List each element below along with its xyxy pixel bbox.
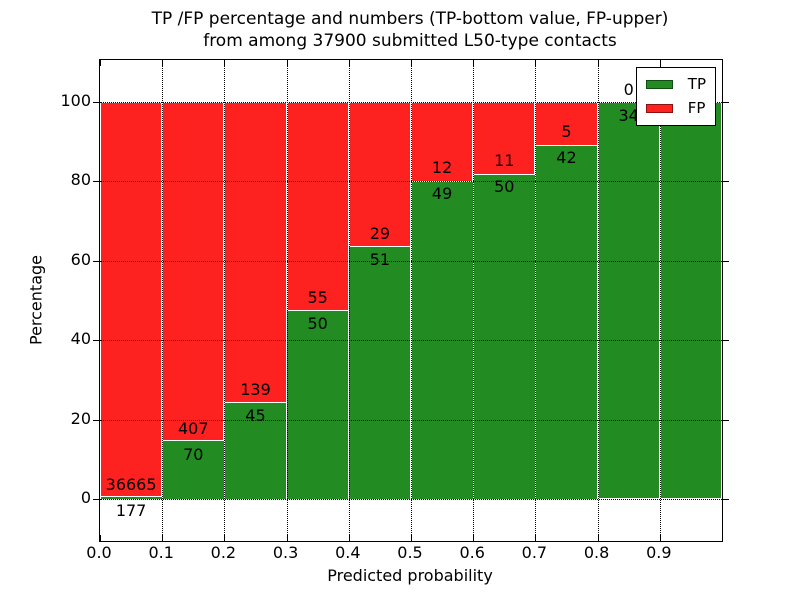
x-axis-label: Predicted probability bbox=[327, 566, 493, 585]
y-tick-label: 0 bbox=[80, 488, 91, 508]
x-tick bbox=[411, 535, 412, 541]
y-tick bbox=[93, 101, 99, 103]
x-tick bbox=[348, 60, 350, 66]
y-tick-label: 60 bbox=[70, 249, 91, 269]
legend-entry-fp: FP bbox=[645, 99, 706, 117]
bar-0.8-0.9 bbox=[597, 101, 660, 500]
legend: TP FP bbox=[635, 67, 716, 126]
x-tick bbox=[597, 535, 599, 541]
x-tick-label: 0.9 bbox=[646, 543, 672, 562]
x-tick bbox=[659, 535, 661, 541]
y-tick-label: 40 bbox=[70, 329, 91, 349]
fp-count-label: 5 bbox=[561, 122, 572, 142]
tp-count-label: 177 bbox=[115, 501, 147, 521]
x-tick bbox=[473, 60, 475, 66]
x-tick bbox=[100, 535, 101, 541]
y-tick-label: 80 bbox=[70, 170, 91, 190]
fp-count-label: 12 bbox=[431, 157, 453, 177]
bar-0.7-0.8 bbox=[534, 101, 599, 500]
fp-count-label: 407 bbox=[178, 418, 209, 438]
bars-layer bbox=[99, 60, 722, 541]
x-tick bbox=[473, 535, 475, 541]
x-tick bbox=[100, 60, 101, 66]
tp-count-label: 70 bbox=[183, 444, 204, 464]
tp-swatch-icon bbox=[645, 80, 673, 89]
y-tick bbox=[93, 181, 99, 183]
ticks-layer bbox=[93, 60, 729, 541]
x-tick-label: 0.1 bbox=[148, 543, 174, 562]
tp-count-label: 34 bbox=[618, 105, 639, 125]
y-tick bbox=[93, 340, 99, 342]
tp-count-label: 49 bbox=[431, 183, 453, 203]
fp-swatch-icon bbox=[645, 104, 673, 113]
x-axis-tick-labels: 0.0 0.1 0.2 0.3 0.4 0.5 0.6 0.7 0.8 0.9 bbox=[86, 543, 721, 563]
x-tick-label: 0.2 bbox=[210, 543, 237, 562]
x-tick bbox=[224, 60, 226, 66]
tp-count-label: 42 bbox=[556, 148, 577, 168]
fp-count-label: 0 bbox=[623, 79, 634, 99]
bar-segment-tp bbox=[348, 246, 412, 500]
chart-title: TP /FP percentage and numbers (TP-bottom… bbox=[99, 8, 721, 52]
x-tick bbox=[286, 60, 288, 66]
x-tick-label: 0.7 bbox=[521, 543, 548, 562]
x-tick bbox=[597, 60, 599, 66]
fp-count-label: 11 bbox=[494, 151, 515, 171]
bar-0.0-0.1 bbox=[99, 101, 163, 500]
y-tick bbox=[723, 260, 729, 262]
x-tick bbox=[411, 60, 412, 66]
x-tick bbox=[286, 535, 288, 541]
fp-count-label: 55 bbox=[307, 287, 328, 307]
bar-0.3-0.4 bbox=[286, 101, 350, 500]
x-tick-label: 0.5 bbox=[397, 543, 423, 562]
bar-0.9-1.0 bbox=[659, 101, 722, 500]
x-tick-label: 0.0 bbox=[86, 543, 112, 562]
bar-segment-tp bbox=[286, 309, 350, 500]
bar-0.4-0.5 bbox=[348, 101, 412, 500]
bar-0.6-0.7 bbox=[472, 101, 536, 500]
x-tick-label: 0.8 bbox=[583, 543, 610, 562]
y-tick bbox=[93, 499, 99, 501]
tp-count-label: 51 bbox=[369, 249, 391, 269]
tp-count-label: 50 bbox=[307, 313, 328, 333]
x-tick bbox=[162, 535, 164, 541]
y-tick bbox=[93, 260, 99, 262]
x-tick-label: 0.6 bbox=[459, 543, 485, 562]
x-tick bbox=[535, 535, 537, 541]
y-tick bbox=[93, 419, 99, 421]
chart-title-line1: TP /FP percentage and numbers (TP-bottom… bbox=[151, 9, 669, 29]
legend-entry-tp: TP bbox=[645, 75, 706, 93]
x-tick-label: 0.4 bbox=[335, 543, 361, 562]
fp-count-label: 36665 bbox=[105, 475, 157, 495]
x-tick-label: 0.3 bbox=[272, 543, 299, 562]
legend-label: FP bbox=[687, 99, 706, 117]
fp-count-label: 139 bbox=[240, 380, 271, 400]
y-tick bbox=[723, 419, 729, 421]
bar-segment-tp bbox=[534, 144, 599, 500]
x-tick bbox=[535, 60, 537, 66]
y-tick bbox=[723, 340, 729, 342]
y-axis-tick-labels: 0 20 40 60 80 100 bbox=[0, 59, 91, 540]
x-tick bbox=[348, 535, 350, 541]
x-tick bbox=[224, 535, 226, 541]
x-tick bbox=[659, 60, 661, 66]
y-tick bbox=[723, 499, 729, 501]
chart-title-line2: from among 37900 submitted L50-type cont… bbox=[203, 31, 617, 51]
y-tick-label: 20 bbox=[70, 408, 91, 428]
fp-count-label: 29 bbox=[369, 223, 391, 243]
bar-segment-tp bbox=[472, 174, 536, 500]
plot-area: 36665 177 407 70 139 45 55 50 29 51 12 49 11 50 5 42 0 34… bbox=[93, 59, 729, 542]
y-tick-label: 100 bbox=[60, 90, 91, 110]
y-tick bbox=[723, 181, 729, 183]
x-tick bbox=[162, 60, 164, 66]
bar-segment-tp bbox=[410, 180, 474, 500]
y-tick bbox=[723, 101, 729, 103]
bar-0.2-0.3 bbox=[223, 101, 288, 500]
legend-label: TP bbox=[687, 75, 706, 93]
